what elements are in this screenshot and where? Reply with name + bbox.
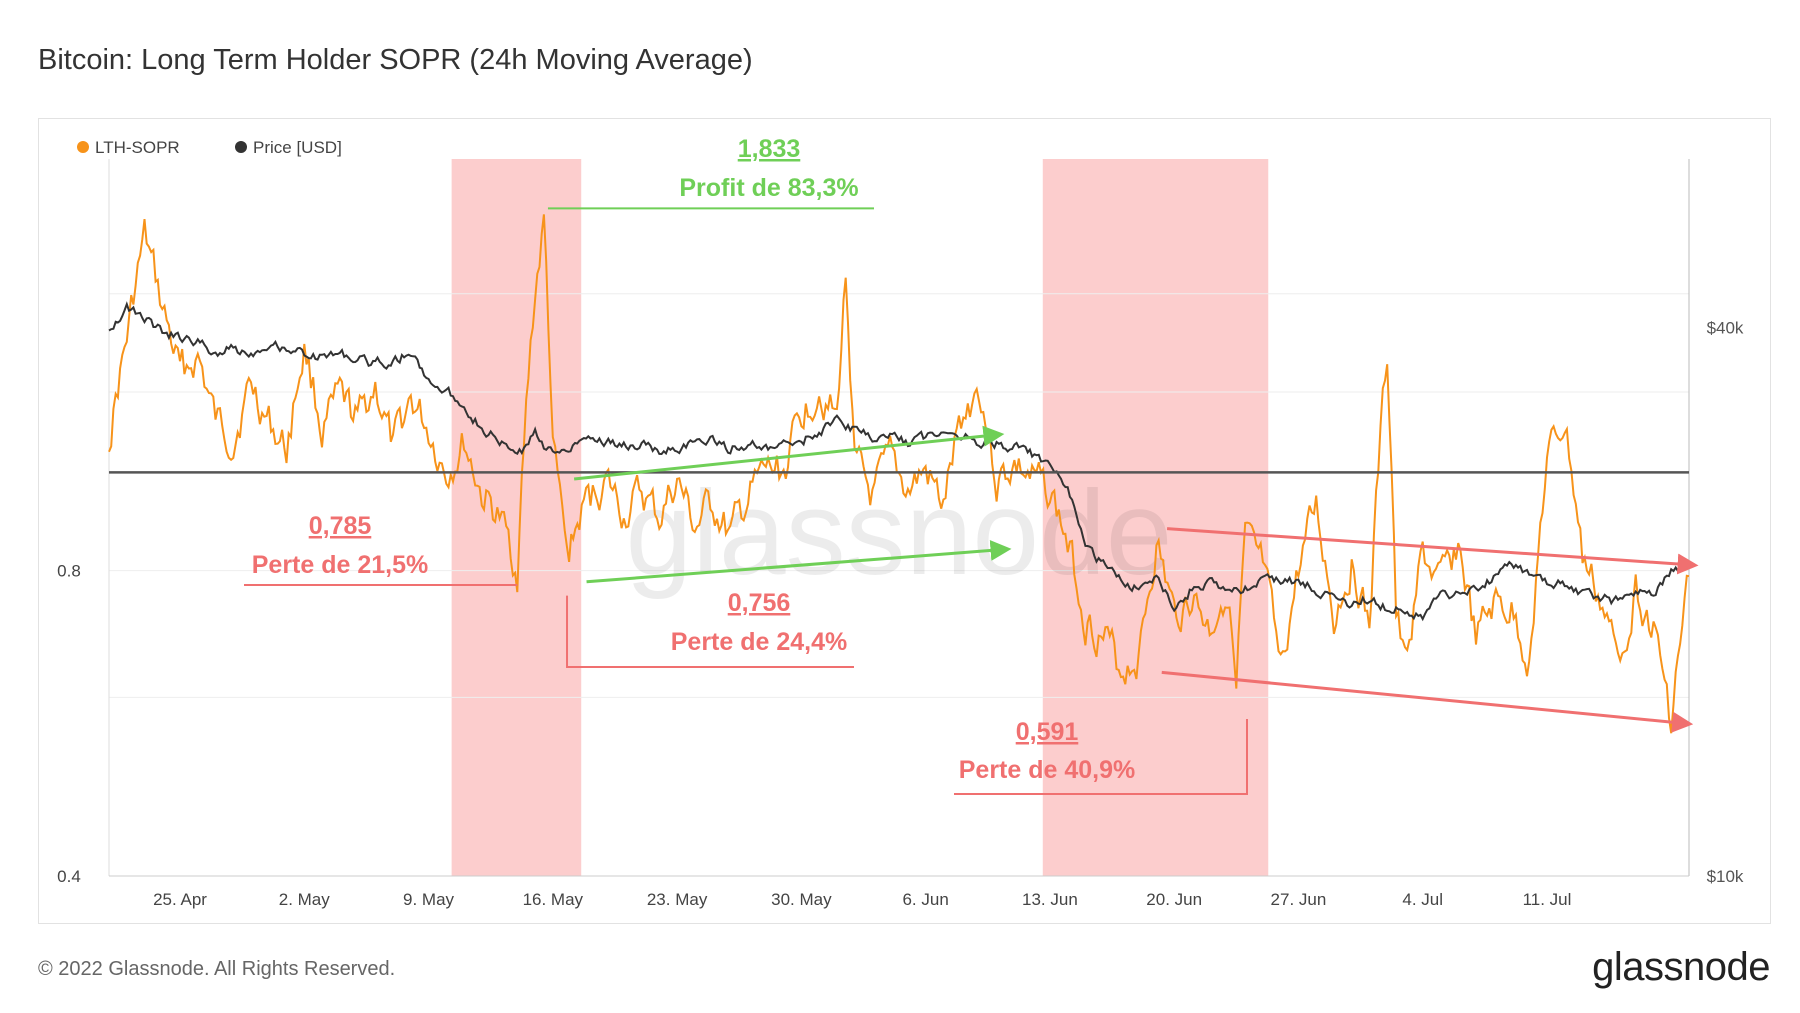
trend-arrow-3 [1166, 527, 1699, 575]
x-tick-label-9: 20. Jun [1146, 890, 1202, 909]
shaded-region-1 [451, 159, 582, 876]
x-tick-label-6: 30. May [771, 890, 832, 909]
watermark-text: glassnode [625, 466, 1172, 600]
peak-label: Profit de 83,3% [679, 174, 858, 202]
legend-label-2: Price [USD] [253, 138, 342, 157]
chart-svg: glassnode 1,833 Profit de 83,3% 0,785 Perte … [57, 135, 1744, 909]
left-tick-label-2: 0.8 [57, 562, 81, 581]
chart-panel: glassnode 1,833 Profit de 83,3% 0,785 Perte … [38, 118, 1771, 924]
x-tick-label-5: 23. May [647, 890, 708, 909]
trough3-leader-line [954, 719, 1248, 795]
trough3-label: Perte de 40,9% [959, 756, 1136, 784]
glassnode-logo[interactable]: glassnode [1592, 945, 1770, 989]
price-series-line [108, 301, 1690, 622]
x-tick-label-1: 25. Apr [153, 890, 207, 909]
x-tick-label-8: 13. Jun [1022, 890, 1078, 909]
x-tick-label-4: 16. May [523, 890, 584, 909]
trend-arrow-1 [573, 425, 1005, 481]
x-tick-label-12: 11. Jul [1523, 890, 1572, 909]
trough1-value: 0,785 [309, 512, 372, 540]
sopr-series-line [108, 214, 1690, 734]
left-tick-label-1: 0.4 [57, 867, 81, 886]
trend-arrow-4 [1161, 670, 1694, 733]
trend-arrow-2 [586, 539, 1012, 584]
peak-value: 1,833 [738, 135, 801, 163]
x-tick-label-10: 27. Jun [1271, 890, 1327, 909]
legend-dot-2 [235, 141, 247, 153]
trough2-value: 0,756 [728, 589, 791, 617]
x-tick-label-11: 4. Jul [1402, 890, 1443, 909]
trough1-label: Perte de 21,5% [252, 551, 429, 579]
x-tick-label-2: 2. May [279, 890, 331, 909]
legend-label-1: LTH-SOPR [95, 138, 180, 157]
shaded-region-2 [1042, 159, 1269, 876]
copyright-text: © 2022 Glassnode. All Rights Reserved. [38, 958, 396, 980]
chart-title: Bitcoin: Long Term Holder SOPR (24h Movi… [38, 44, 753, 76]
trough3-value: 0,591 [1016, 718, 1079, 746]
right-tick-label-2: $40k [1707, 318, 1744, 337]
x-tick-label-7: 6. Jun [902, 890, 948, 909]
legend-dot-1 [77, 141, 89, 153]
trough2-label: Perte de 24,4% [671, 628, 848, 656]
x-tick-label-3: 9. May [403, 890, 455, 909]
right-tick-label-1: $10k [1707, 867, 1744, 886]
trough2-leader-line [566, 595, 854, 668]
